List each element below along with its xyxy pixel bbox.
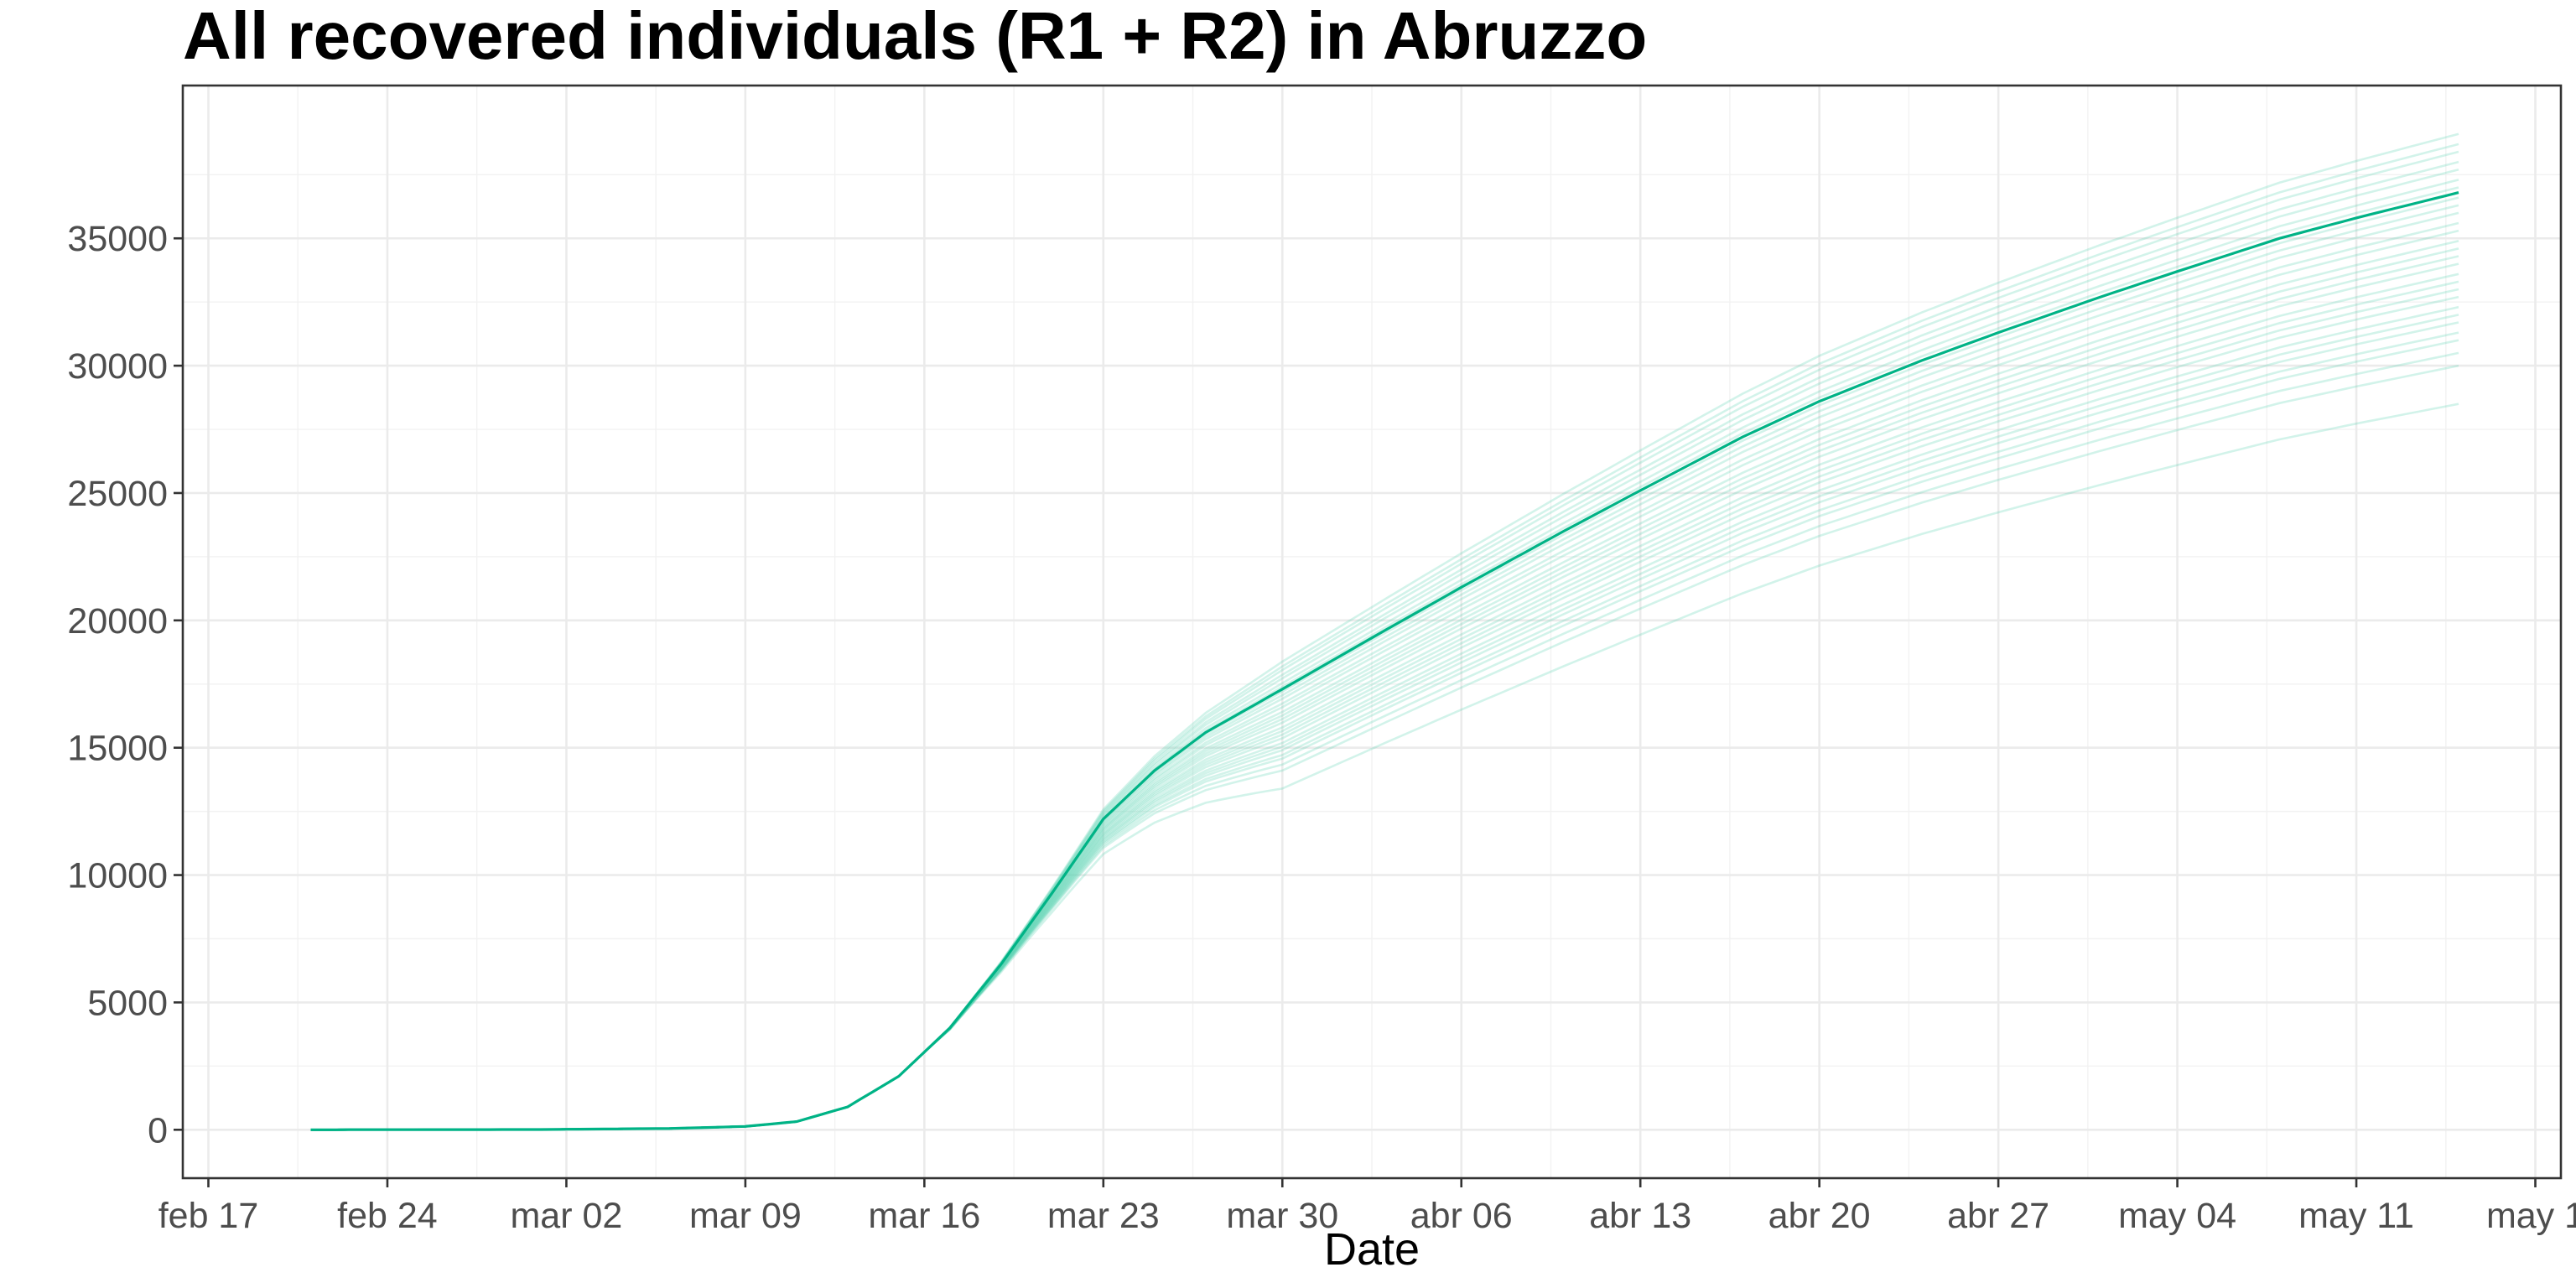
y-tick-label: 25000 [67,474,168,514]
x-axis-label: Date [1324,1224,1420,1275]
ensemble-line [310,295,2459,1131]
minor-gridlines [183,86,2561,1178]
x-tick-label: mar 09 [689,1196,802,1236]
central-line [310,191,2459,1131]
panel-border [181,84,2563,1180]
x-tick-label: mar 23 [1047,1196,1160,1236]
y-tick-label: 30000 [67,346,168,387]
y-tick-label: 20000 [67,601,168,641]
chart-title: All recovered individuals (R1 + R2) in A… [183,0,1647,73]
ensemble-line [310,351,2459,1131]
central-series [310,191,2459,1131]
x-tick-label: may 04 [2118,1196,2236,1236]
x-tick-label: abr 20 [1768,1196,1871,1236]
x-tick-label: abr 27 [1947,1196,2049,1236]
ensemble-line [310,179,2459,1131]
major-gridlines [183,86,2561,1178]
y-tick-label: 35000 [67,219,168,259]
x-tick-label: feb 17 [158,1196,259,1236]
x-tick-label: mar 30 [1226,1196,1338,1236]
ensemble-line [310,321,2459,1131]
ensemble-line [310,211,2459,1131]
x-tick-label: abr 13 [1589,1196,1691,1236]
y-tick-label: 0 [148,1110,168,1150]
y-tick-label: 10000 [67,856,168,896]
ensemble-line [310,339,2459,1131]
x-axis: feb 17 feb 24 mar 02 mar 09 mar 16 mar 23 mar … [158,1178,2576,1236]
x-tick-label: abr 06 [1410,1196,1513,1236]
ensemble-line [310,247,2459,1131]
x-tick-label: feb 24 [337,1196,438,1236]
x-tick-label: mar 16 [868,1196,980,1236]
x-tick-label: may 11 [2298,1196,2414,1236]
y-tick-label: 15000 [67,729,168,769]
y-tick-label: 5000 [87,983,168,1023]
ensemble-line [310,331,2459,1131]
y-axis: 0 5000 10000 15000 20000 25000 30000 35000 [67,219,183,1150]
x-tick-label: may 1 [2486,1196,2576,1236]
ensemble-line [310,402,2459,1131]
x-tick-label: mar 02 [510,1196,622,1236]
